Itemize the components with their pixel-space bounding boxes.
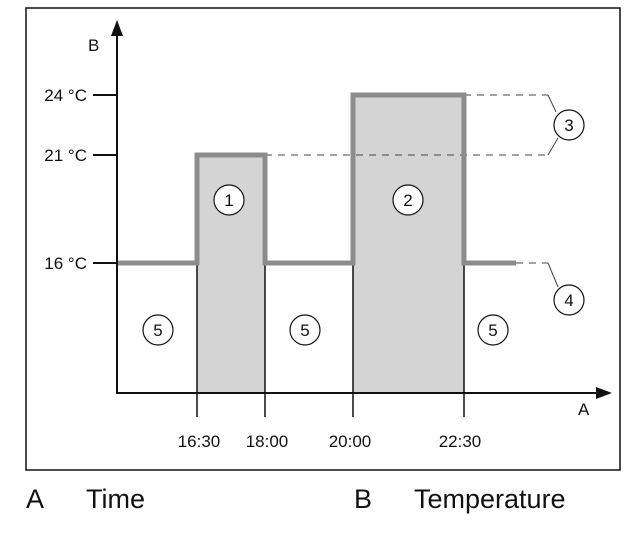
y-axis-label: B	[88, 36, 99, 55]
legend-label-time: Time	[86, 484, 145, 514]
x-tick-label-1630: 16:30	[178, 432, 221, 451]
legend-key-b: B	[354, 484, 373, 514]
callout-5-right: 5	[477, 314, 509, 346]
y-tick-label-16: 16 °C	[44, 254, 87, 273]
callout-3: 3	[553, 109, 585, 141]
heating-period-2-fill	[353, 95, 464, 393]
callout-5-middle-number: 5	[300, 321, 309, 340]
legend-key-a: A	[26, 484, 45, 514]
y-tick-label-24: 24 °C	[44, 86, 87, 105]
temperature-time-diagram: B A 24 °C 21 °C 16 °C 16:30 18:00 20:00 …	[25, 7, 621, 471]
temperature-curve	[117, 92, 516, 266]
y-axis-arrow	[111, 20, 123, 36]
leader-3b	[547, 137, 559, 156]
callout-1: 1	[213, 184, 245, 216]
y-tick-label-21: 21 °C	[44, 146, 87, 165]
callout-5-middle: 5	[289, 314, 321, 346]
x-axis-arrow	[596, 387, 612, 399]
leader-3a	[547, 94, 557, 113]
leader-4	[547, 262, 559, 288]
diagram-frame	[25, 7, 621, 471]
callout-3-number: 3	[564, 116, 573, 135]
callout-2: 2	[392, 184, 424, 216]
callout-5-right-number: 5	[488, 321, 497, 340]
callout-5-left-number: 5	[153, 321, 162, 340]
x-tick-label-2230: 22:30	[439, 432, 482, 451]
callout-5-left: 5	[142, 314, 174, 346]
legend-label-temperature: Temperature	[414, 484, 566, 514]
callout-4-number: 4	[564, 291, 573, 310]
callout-4: 4	[553, 284, 585, 316]
x-axis-label: A	[578, 400, 590, 419]
x-tick-label-2000: 20:00	[329, 432, 372, 451]
callout-1-number: 1	[224, 191, 233, 210]
callout-2-number: 2	[403, 191, 412, 210]
x-tick-label-1800: 18:00	[246, 432, 289, 451]
